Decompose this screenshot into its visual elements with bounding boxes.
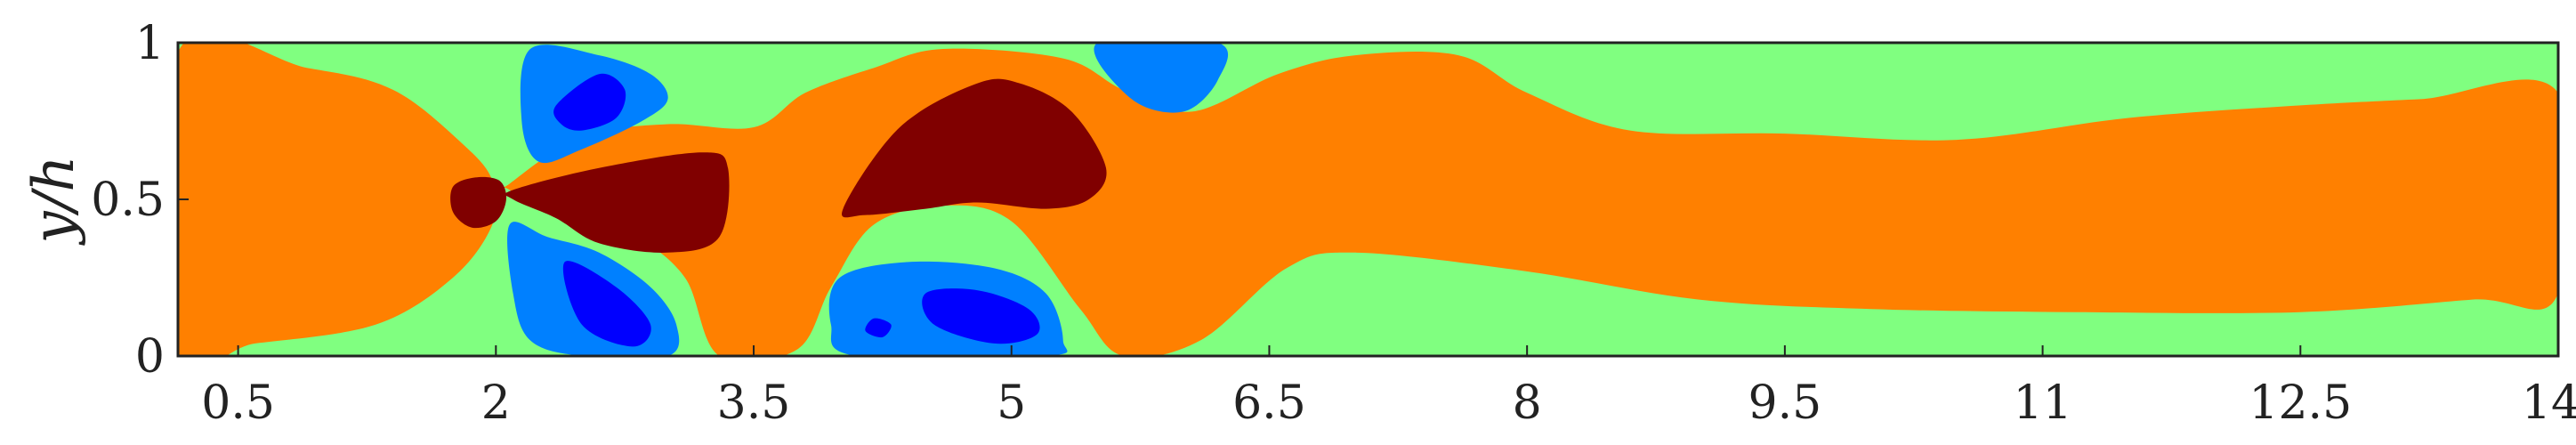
x-tick-label: 3.5 — [717, 376, 791, 430]
contour-region-5 — [842, 78, 1107, 218]
y-tick-label: 0.5 — [91, 174, 165, 227]
plot-area — [176, 41, 2560, 358]
x-tick-label: 8 — [1513, 376, 1542, 430]
contour-region-12 — [865, 318, 892, 338]
x-tick-label: 5 — [997, 376, 1026, 430]
x-tick-label: 2 — [481, 376, 511, 430]
x-axis: 0.5 2 3.5 5 6.5 8 9.5 11 12.5 14 — [201, 345, 2576, 430]
contour-region-13 — [1094, 43, 1228, 113]
contour-region-4 — [505, 152, 730, 253]
x-tick-label: 14 — [2522, 376, 2576, 430]
x-tick-label: 11 — [2013, 376, 2071, 430]
y-tick-label: 1 — [135, 17, 165, 70]
contour-region-1 — [178, 43, 497, 356]
contour-region-11 — [922, 288, 1040, 344]
y-axis: 00.51 — [91, 17, 189, 384]
x-tick-label: 9.5 — [1748, 376, 1822, 430]
contour-region-3 — [450, 176, 506, 229]
contour-region-7 — [553, 73, 626, 131]
contour-regions — [178, 43, 2558, 356]
x-tick-label: 6.5 — [1232, 376, 1306, 430]
contour-region-9 — [562, 261, 651, 347]
y-tick-label: 0 — [135, 330, 165, 384]
y-axis-title: y/h — [21, 156, 87, 247]
x-tick-label: 12.5 — [2249, 376, 2352, 430]
x-tick-label: 0.5 — [201, 376, 275, 430]
